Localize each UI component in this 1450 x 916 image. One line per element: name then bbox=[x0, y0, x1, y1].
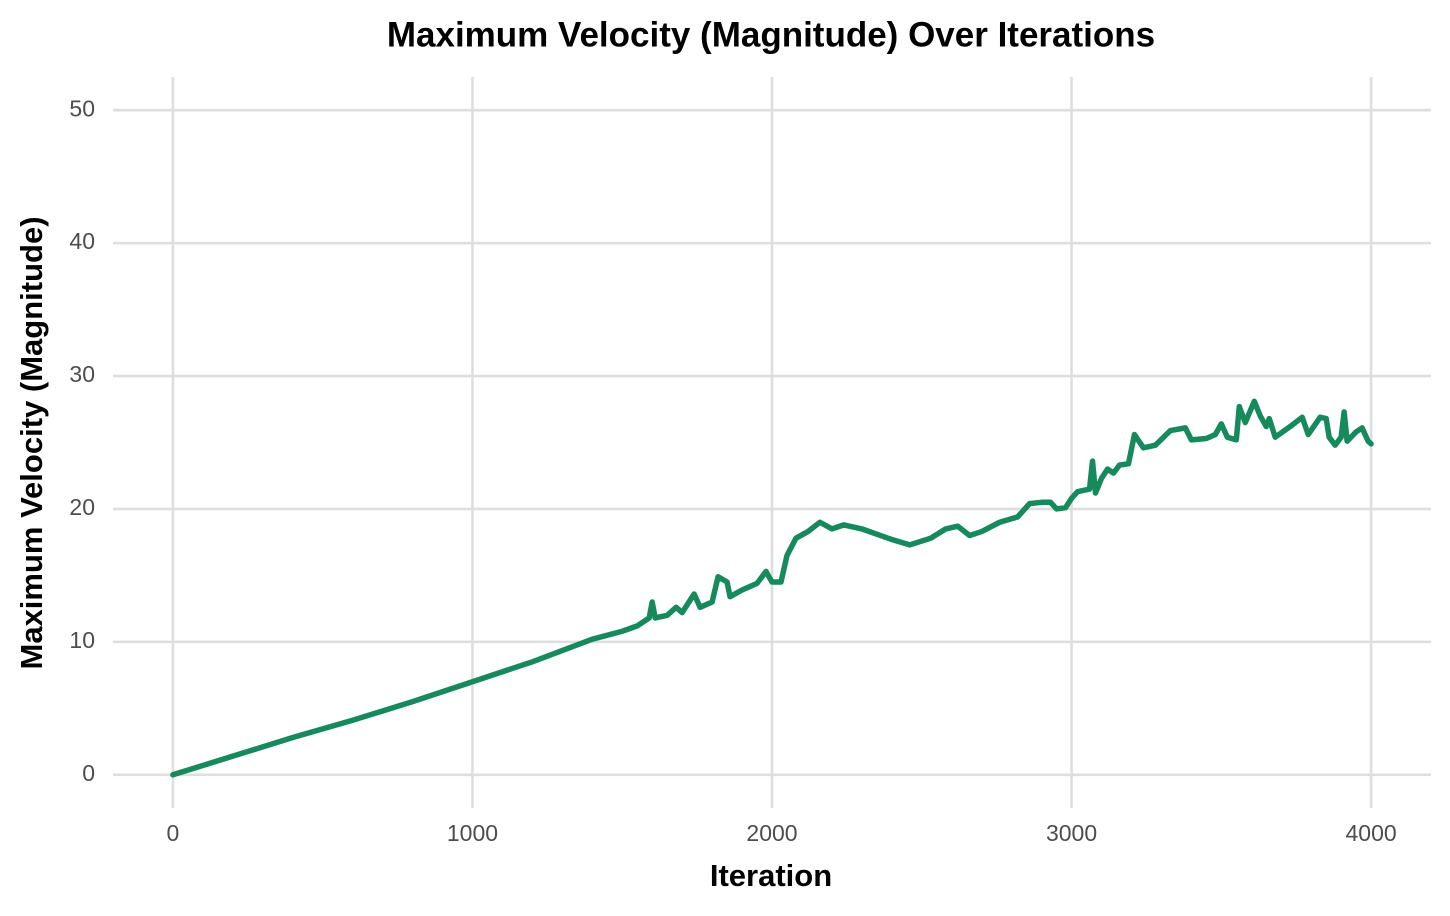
x-tick-label: 2000 bbox=[746, 820, 797, 846]
x-tick-label: 0 bbox=[167, 820, 180, 846]
x-tick-label: 1000 bbox=[447, 820, 498, 846]
chart-title: Maximum Velocity (Magnitude) Over Iterat… bbox=[387, 15, 1155, 54]
y-tick-label: 0 bbox=[82, 760, 95, 786]
y-tick-label: 30 bbox=[69, 361, 95, 387]
y-tick-label: 50 bbox=[69, 95, 95, 121]
y-axis-title: Maximum Velocity (Magnitude) bbox=[14, 216, 49, 669]
x-tick-label: 3000 bbox=[1046, 820, 1097, 846]
x-axis-title: Iteration bbox=[710, 858, 832, 893]
y-tick-label: 10 bbox=[69, 627, 95, 653]
x-tick-label: 4000 bbox=[1346, 820, 1397, 846]
data-line bbox=[170, 398, 1374, 778]
y-tick-label: 40 bbox=[69, 228, 95, 254]
y-tick-label: 20 bbox=[69, 494, 95, 520]
